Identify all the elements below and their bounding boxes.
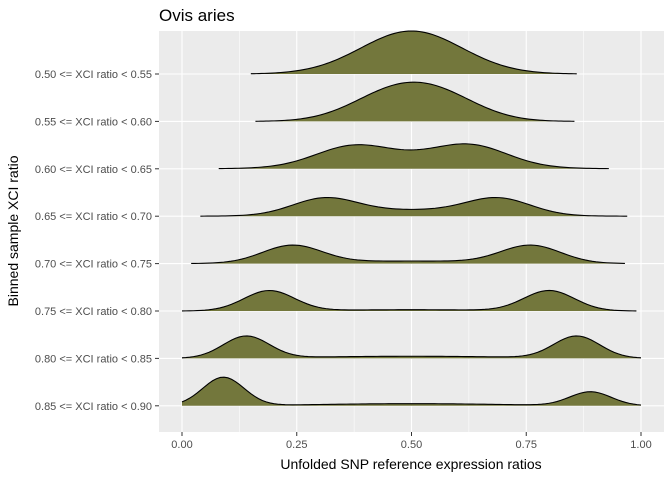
- y-tick-label: 0.75 <= XCI ratio < 0.80: [35, 306, 152, 318]
- density-ridge-outline: [181, 376, 642, 406]
- y-axis-title: Binned sample XCI ratio: [5, 155, 21, 306]
- density-ridge-fill: [182, 290, 637, 311]
- density-ridge-fill: [218, 143, 609, 169]
- y-axis-ticks: 0.50 <= XCI ratio < 0.55 0.55 <= XCI rati…: [35, 69, 159, 413]
- density-ridge-outline: [250, 30, 577, 75]
- density-ridges: [181, 30, 642, 406]
- y-tick-label: 0.65 <= XCI ratio < 0.70: [35, 211, 152, 223]
- density-ridge-outline: [181, 289, 637, 312]
- y-tick-label: 0.85 <= XCI ratio < 0.90: [35, 401, 152, 413]
- density-ridge-outline: [181, 335, 642, 359]
- y-tick-label: 0.50 <= XCI ratio < 0.55: [35, 69, 152, 81]
- x-tick-label: 0.50: [401, 439, 422, 451]
- x-tick-label: 0.75: [516, 439, 537, 451]
- density-ridge-outline: [200, 196, 628, 217]
- y-tick-label: 0.55 <= XCI ratio < 0.60: [35, 116, 152, 128]
- x-tick-label: 0.25: [286, 439, 307, 451]
- density-ridge-fill: [255, 82, 575, 122]
- x-axis-title: Unfolded SNP reference expression ratios: [280, 456, 541, 472]
- y-tick-label: 0.60 <= XCI ratio < 0.65: [35, 164, 152, 176]
- density-ridge-outline: [255, 81, 575, 122]
- chart-title: Ovis aries: [159, 6, 235, 25]
- x-tick-label: 1.00: [630, 439, 651, 451]
- density-ridge-fill: [191, 245, 625, 264]
- x-tick-label: 0.00: [171, 439, 192, 451]
- density-ridge-outline: [191, 244, 625, 265]
- density-ridge-outline: [218, 143, 609, 170]
- density-ridge-fill: [182, 377, 641, 406]
- y-tick-label: 0.70 <= XCI ratio < 0.75: [35, 259, 152, 271]
- x-axis-ticks: 0.00 0.25 0.50 0.75 1.00: [171, 432, 652, 451]
- y-tick-label: 0.80 <= XCI ratio < 0.85: [35, 353, 152, 365]
